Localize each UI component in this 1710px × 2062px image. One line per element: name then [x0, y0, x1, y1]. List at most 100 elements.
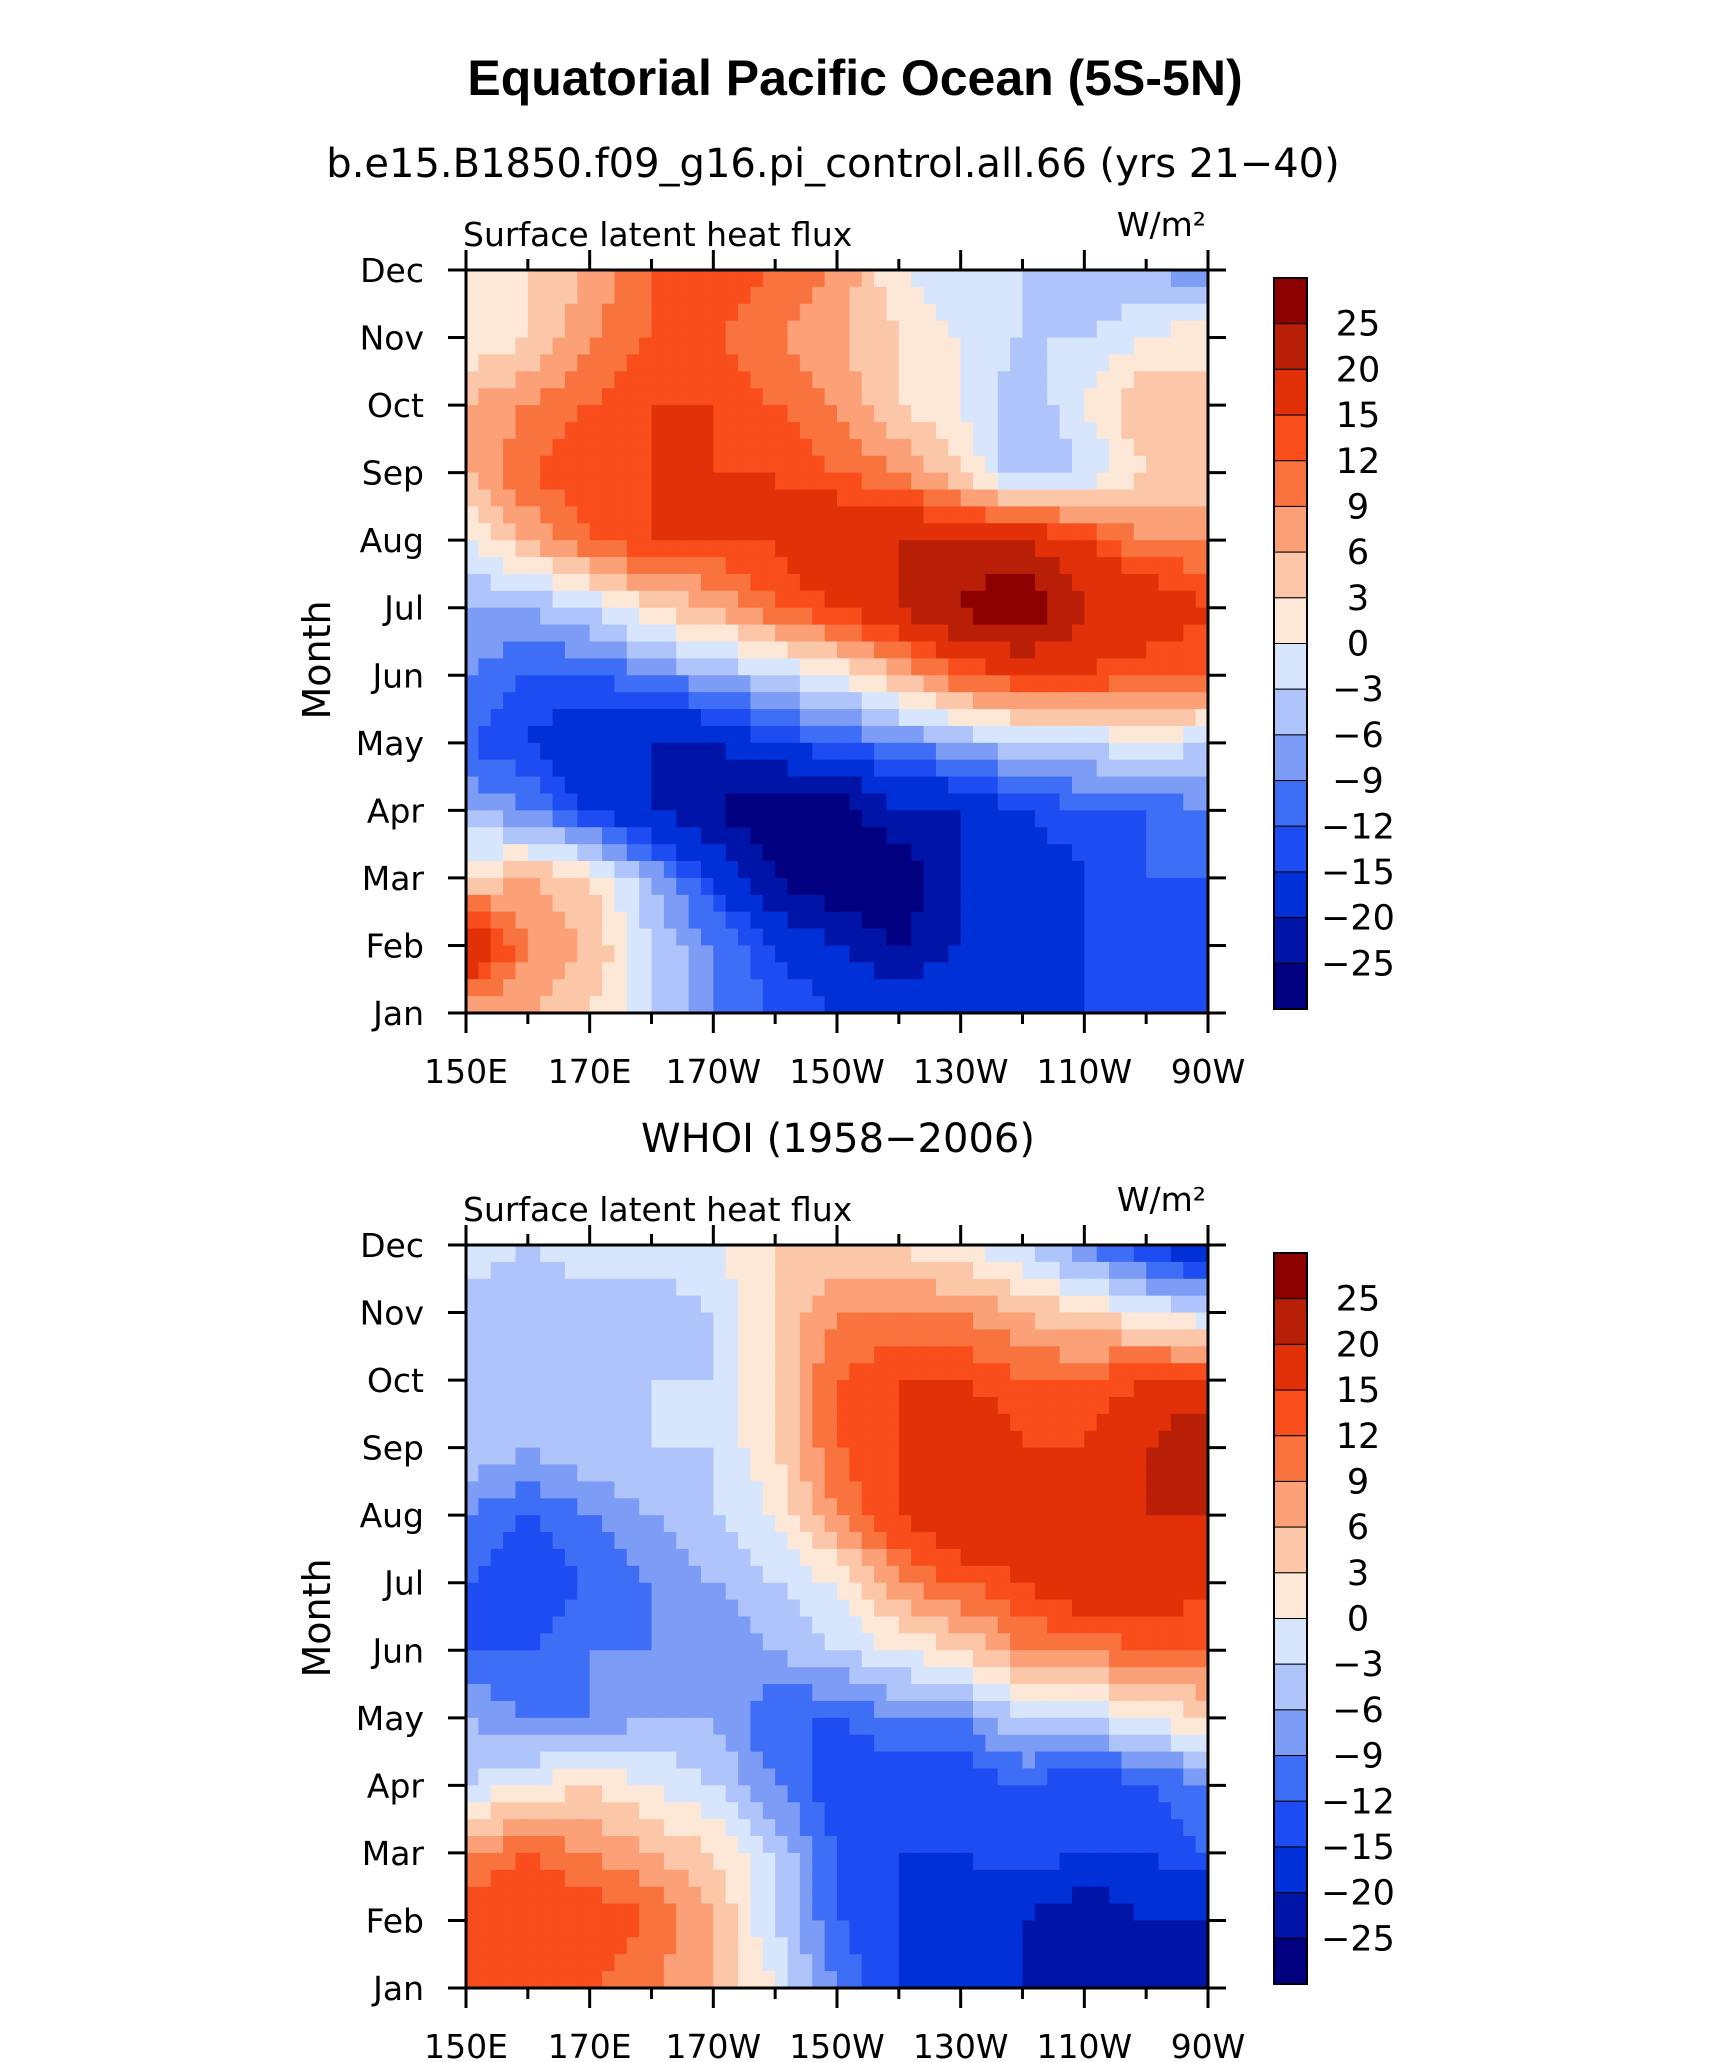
- heatmap-cell: [799, 1852, 813, 1871]
- heatmap-cell: [973, 303, 986, 322]
- heatmap-cell: [515, 1565, 529, 1584]
- heatmap-cell: [799, 421, 813, 440]
- heatmap-cell: [626, 388, 640, 406]
- heatmap-cell: [799, 1667, 813, 1685]
- heatmap-cell: [775, 1751, 789, 1770]
- heatmap-cell: [540, 1295, 554, 1314]
- heatmap-cell: [1183, 1548, 1197, 1567]
- heatmap-cell: [874, 286, 888, 305]
- heatmap-cell: [663, 996, 677, 1014]
- heatmap-cell: [602, 1515, 615, 1533]
- heatmap-cell: [787, 759, 801, 778]
- heatmap-cell: [898, 1734, 912, 1753]
- heatmap-cell: [898, 557, 912, 575]
- heatmap-cell: [515, 844, 529, 862]
- heatmap-cell: [713, 337, 727, 356]
- heatmap-cell: [750, 911, 764, 930]
- heatmap-cell: [626, 624, 640, 643]
- heatmap-cell: [948, 742, 962, 761]
- heatmap-cell: [923, 438, 937, 457]
- heatmap-cell: [1158, 793, 1172, 811]
- heatmap-cell: [1059, 928, 1073, 947]
- heatmap-cell: [985, 455, 999, 474]
- heatmap-cell: [626, 1464, 640, 1483]
- heatmap-cell: [700, 438, 714, 457]
- heatmap-cell: [799, 1751, 813, 1770]
- heatmap-cell: [700, 810, 714, 828]
- heatmap-cell: [886, 1278, 900, 1297]
- heatmap-cell: [1183, 1836, 1197, 1854]
- heatmap-cell: [1121, 742, 1135, 761]
- heatmap-cell: [960, 1481, 974, 1499]
- heatmap-cell: [738, 928, 752, 947]
- heatmap-cell: [837, 1346, 850, 1364]
- heatmap-cell: [663, 489, 677, 508]
- heatmap-cell: [713, 472, 727, 491]
- heatmap-cell: [1059, 1819, 1073, 1837]
- heatmap-cell: [1022, 1667, 1036, 1685]
- heatmap-cell: [1096, 371, 1110, 389]
- heatmap-cell: [1084, 1616, 1098, 1634]
- heatmap-cell: [688, 742, 702, 761]
- heatmap-cell: [1047, 979, 1061, 997]
- heatmap-cell: [1133, 945, 1147, 963]
- heatmap-cell: [478, 793, 492, 811]
- heatmap-cell: [1071, 1532, 1085, 1550]
- heatmap-cell: [750, 286, 764, 305]
- heatmap-cell: [1183, 742, 1197, 761]
- heatmap-cell: [874, 1633, 888, 1651]
- heatmap-cell: [577, 1295, 591, 1314]
- heatmap-cell: [923, 286, 937, 305]
- heatmap-cell: [478, 607, 492, 626]
- heatmap-cell: [1034, 1819, 1048, 1837]
- heatmap-cell: [589, 1380, 603, 1398]
- heatmap-cell: [626, 607, 640, 626]
- heatmap-cell: [874, 1785, 888, 1803]
- heatmap-cell: [490, 945, 504, 963]
- heatmap-cell: [651, 894, 665, 913]
- heatmap-cell: [886, 692, 900, 710]
- heatmap-cell: [738, 506, 752, 524]
- heatmap-cell: [762, 692, 776, 710]
- heatmap-cell: [849, 472, 863, 491]
- heatmap-cell: [997, 438, 1011, 457]
- heatmap-cell: [577, 1447, 591, 1466]
- heatmap-cell: [589, 911, 603, 930]
- heatmap-cell: [948, 759, 962, 778]
- heatmap-cell: [589, 1498, 603, 1516]
- heatmap-cell: [602, 658, 615, 676]
- heatmap-cell: [997, 1616, 1011, 1634]
- heatmap-cell: [997, 810, 1011, 828]
- heatmap-cell: [1109, 827, 1123, 845]
- heatmap-cell: [515, 354, 529, 372]
- heatmap-cell: [1121, 354, 1135, 372]
- heatmap-cell: [738, 1515, 752, 1533]
- heatmap-cell: [1121, 928, 1135, 947]
- heatmap-cell: [973, 624, 986, 643]
- heatmap-cell: [1059, 709, 1073, 727]
- heatmap-cell: [1109, 793, 1123, 811]
- heatmap-cell: [700, 455, 714, 474]
- heatmap-cell: [540, 1700, 554, 1719]
- heatmap-cell: [564, 1481, 578, 1499]
- heatmap-cell: [1195, 911, 1209, 930]
- heatmap-cell: [861, 1802, 875, 1820]
- heatmap-cell: [1183, 1785, 1197, 1803]
- heatmap-cell: [466, 573, 479, 592]
- heatmap-cell: [577, 1633, 591, 1651]
- heatmap-cell: [812, 337, 826, 356]
- heatmap-cell: [1059, 573, 1073, 592]
- heatmap-cell: [861, 641, 875, 659]
- heatmap-cell: [577, 759, 591, 778]
- heatmap-cell: [1133, 1548, 1147, 1567]
- heatmap-cell: [552, 320, 566, 339]
- heatmap-cell: [688, 371, 702, 389]
- heatmap-cell: [577, 438, 591, 457]
- heatmap-cell: [1022, 776, 1036, 795]
- heatmap-cell: [886, 540, 900, 558]
- heatmap-cell: [898, 624, 912, 643]
- heatmap-cell: [948, 641, 962, 659]
- heatmap-cell: [700, 1751, 714, 1770]
- heatmap-cell: [676, 776, 690, 795]
- heatmap-cell: [527, 1464, 541, 1483]
